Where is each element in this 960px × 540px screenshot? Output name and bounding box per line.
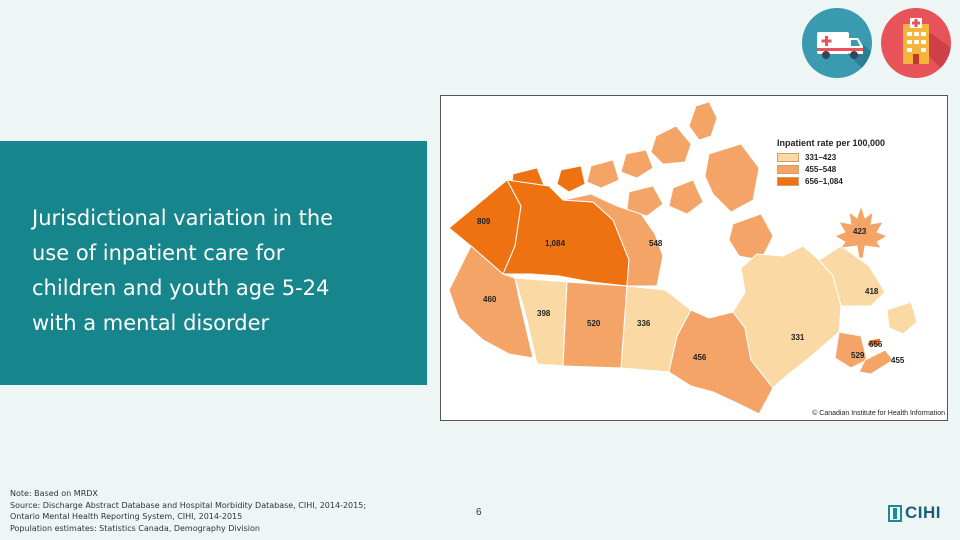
arctic-island [688,101,718,141]
arctic-island [586,159,620,189]
arctic-island [650,125,692,165]
legend-label: 331–423 [805,152,837,162]
source-notes: Note: Based on MRDX Source: Discharge Ab… [10,488,366,534]
legend-swatch [777,152,799,162]
note-line: Note: Based on MRDX [10,489,98,498]
arctic-island [556,165,586,193]
legend-swatch [777,164,799,174]
legend-label: 656–1,084 [805,176,843,186]
legend-label: 455–548 [805,164,837,174]
region-pei [866,337,882,347]
slide-title: Jurisdictional variation in the use of i… [32,206,334,335]
label-alberta: 398 [537,309,551,318]
hospital-icon [881,8,951,78]
note-line: Ontario Mental Health Reporting System, … [10,512,243,521]
cihi-logo: CIHI [888,503,941,523]
arctic-island [728,213,774,261]
arctic-island [668,179,704,215]
label-saskatchewan: 520 [587,319,601,328]
arctic-island [626,185,664,217]
region-newfoundland [886,301,918,335]
label-nunavut: 548 [649,239,663,248]
label-ontario: 456 [693,353,707,362]
region-bc [448,245,534,359]
label-quebec: 331 [791,333,805,342]
region-new-brunswick [834,331,868,369]
cihi-logo-text: CIHI [905,503,941,522]
arctic-island [620,149,654,179]
legend-item: 656–1,084 [777,175,885,187]
label-pei: 656 [869,340,883,349]
page-number: 6 [476,507,482,518]
label-newfoundland: 418 [865,287,879,296]
label-yukon: 809 [477,217,491,226]
region-alberta [514,277,568,367]
label-manitoba: 336 [637,319,651,328]
label-nova-scotia: 455 [891,356,905,365]
legend-title: Inpatient rate per 100,000 [777,138,886,148]
cihi-mark-icon [888,504,902,522]
note-line: Source: Discharge Abstract Database and … [10,500,367,510]
note-line: Population estimates: Statistics Canada,… [10,523,260,533]
legend-item: 455–548 [777,163,885,175]
ambulance-icon [802,8,872,78]
label-bc: 460 [483,295,497,304]
label-nwt: 1,084 [545,239,566,248]
arctic-island [704,143,760,213]
region-nova-scotia [858,349,894,375]
map-copyright: © Canadian Institute for Health Informat… [812,410,945,417]
region-labrador [818,245,886,307]
legend-swatch [777,176,799,186]
region-nunavut [562,193,664,287]
legend-item: 331–423 [777,151,885,163]
map-legend: Inpatient rate per 100,000 331–423 455–5… [777,138,885,187]
title-panel: Jurisdictional variation in the use of i… [0,141,427,385]
maple-leaf-icon [834,204,888,259]
canada-map: 809 1,084 548 460 398 520 336 456 331 41… [440,95,948,421]
region-nwt [502,179,630,287]
label-canada: 423 [853,227,867,236]
label-new-brunswick: 529 [851,351,865,360]
